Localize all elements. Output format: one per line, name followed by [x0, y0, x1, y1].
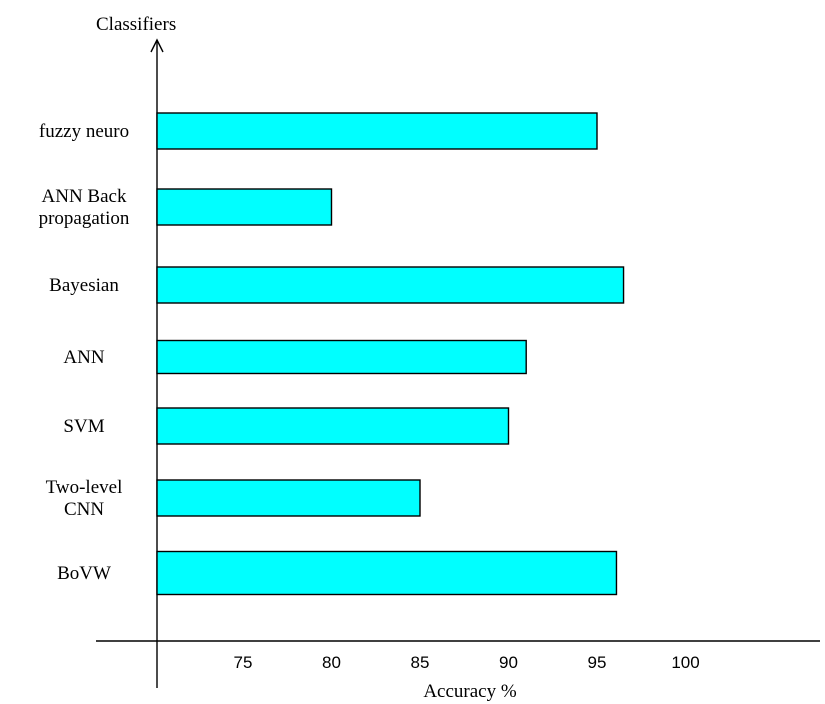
x-tick-label-90: 90 — [499, 653, 518, 672]
bar-0 — [156, 112, 598, 150]
bar-3 — [156, 339, 527, 375]
x-tick-label-95: 95 — [588, 653, 607, 672]
category-label-5-line-1: CNN — [64, 499, 104, 520]
x-tick-label-85: 85 — [411, 653, 430, 672]
tick-labels: 75 80 85 90 95 100 — [234, 653, 700, 672]
bar-2 — [156, 266, 625, 304]
bar-4 — [156, 407, 510, 445]
bars — [156, 112, 625, 596]
category-label-4: SVM — [63, 416, 104, 437]
bar-5 — [156, 479, 421, 517]
category-label-2: Bayesian — [49, 275, 119, 296]
category-label-6: BoVW — [57, 563, 111, 584]
bar-6 — [156, 550, 618, 596]
y-axis-title: Classifiers — [96, 14, 176, 35]
x-tick-label-75: 75 — [234, 653, 253, 672]
category-label-1-line-1: propagation — [39, 208, 130, 229]
category-label-1-line-0: ANN Back — [42, 186, 127, 207]
x-tick-label-100: 100 — [671, 653, 699, 672]
category-label-5-line-0: Two-level — [46, 477, 123, 498]
x-axis-title: Accuracy % — [423, 681, 517, 702]
category-label-0: fuzzy neuro — [39, 121, 129, 142]
category-label-3: ANN — [63, 347, 104, 368]
x-tick-label-80: 80 — [322, 653, 341, 672]
bar-1 — [156, 188, 333, 226]
y-axis-arrow — [150, 38, 164, 53]
